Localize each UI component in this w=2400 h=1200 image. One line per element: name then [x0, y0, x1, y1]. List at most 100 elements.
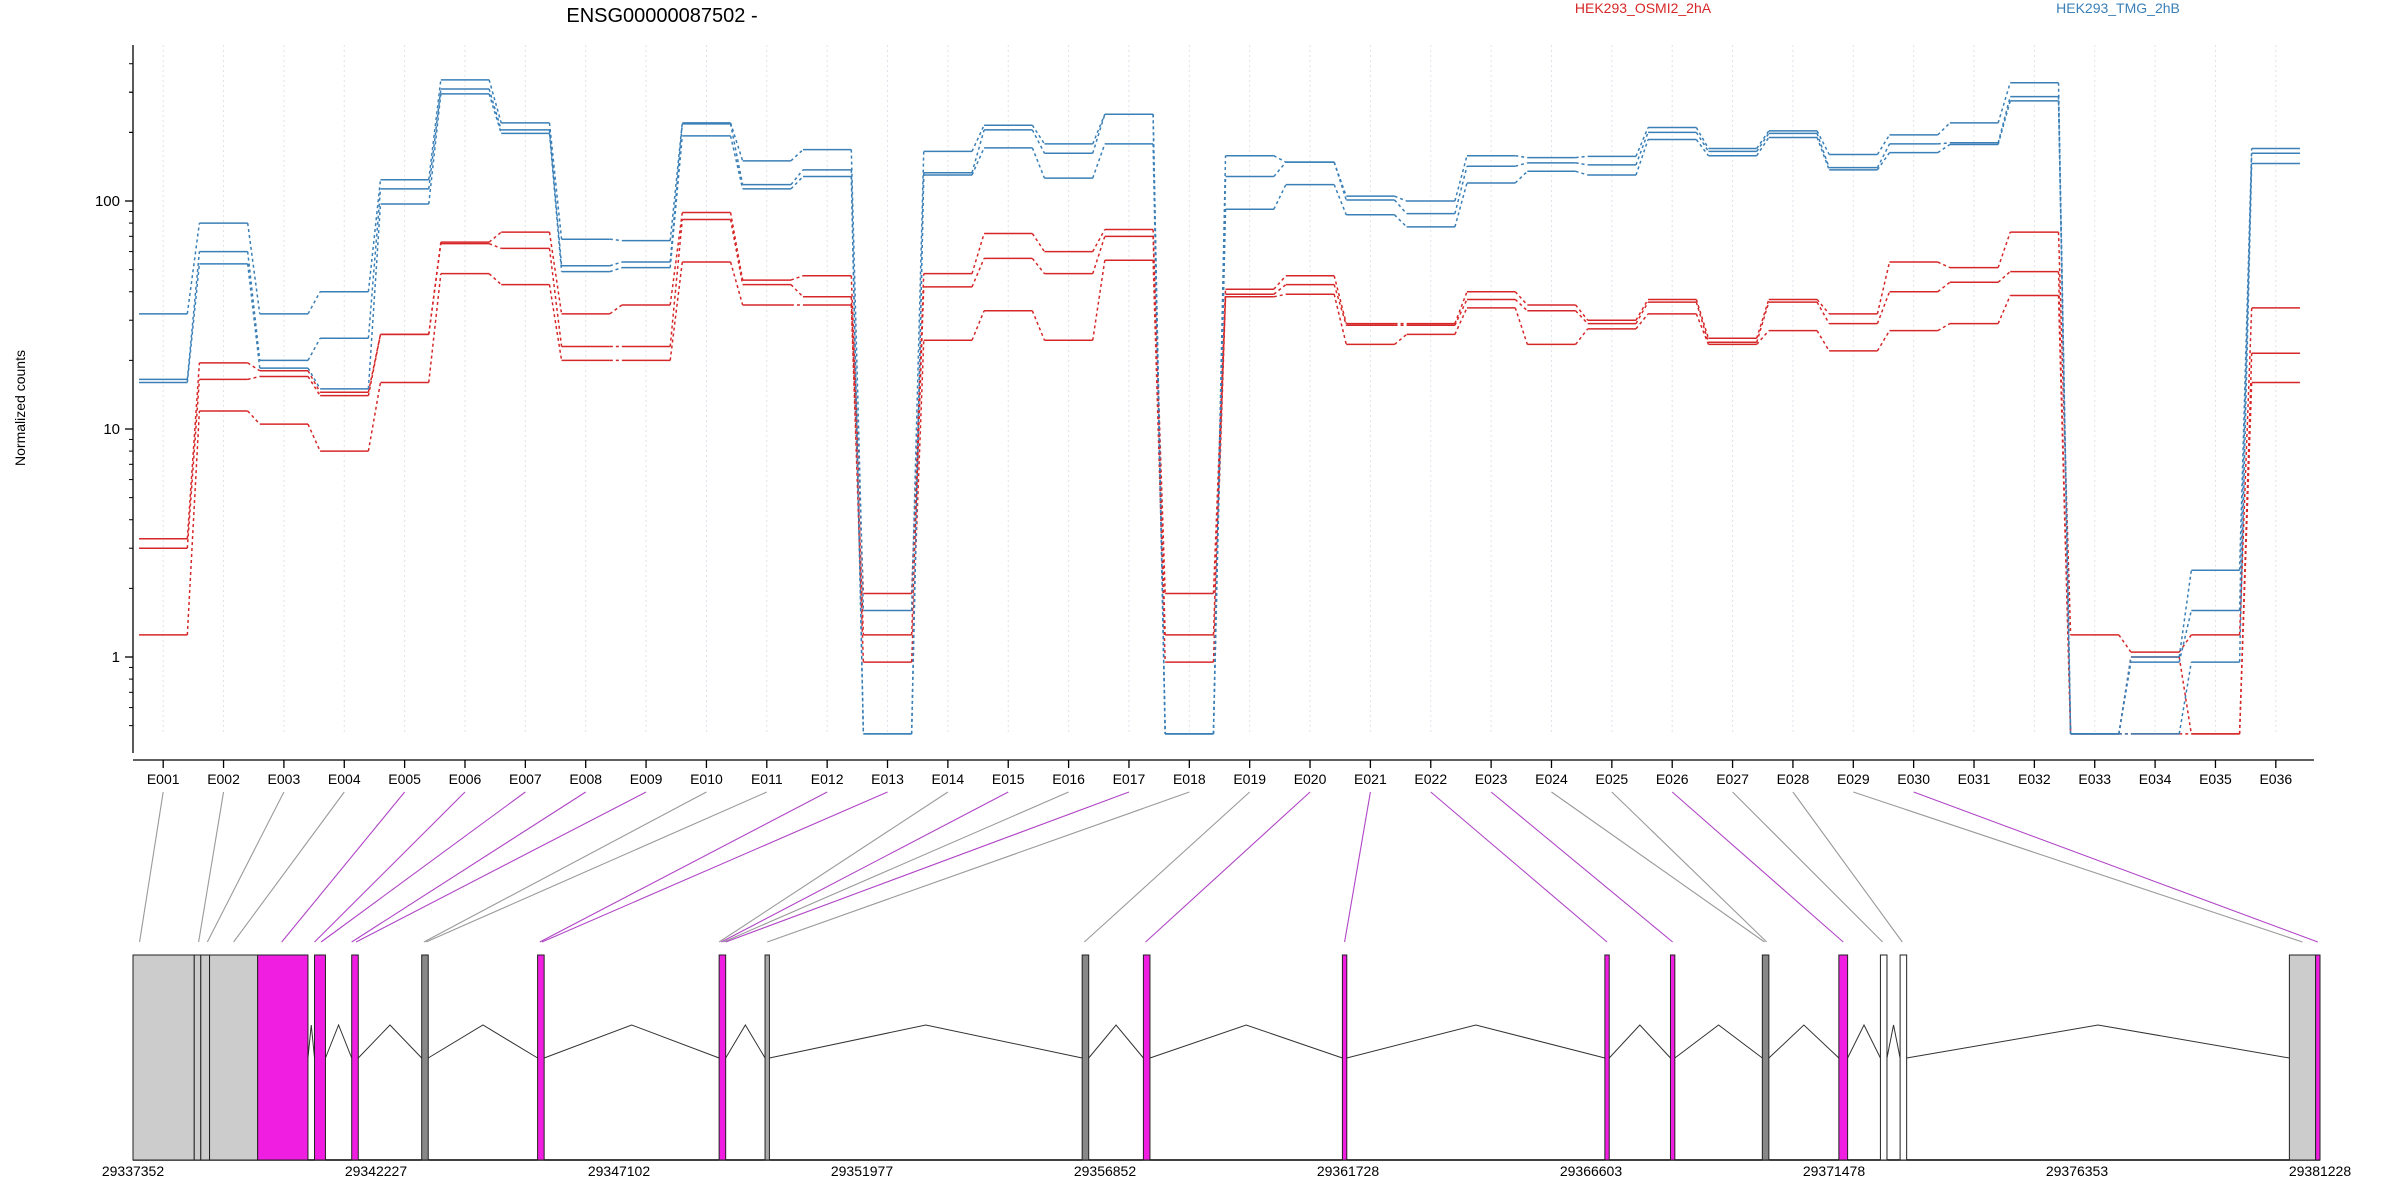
series-connector [609, 304, 623, 315]
x-tick-label-e008: E008 [569, 771, 602, 787]
series-connector [548, 122, 563, 240]
x-tick-label-e020: E020 [1294, 771, 1327, 787]
series-line-6 [139, 93, 2300, 735]
x-tick-label-e035: E035 [2199, 771, 2232, 787]
series-connector [790, 284, 804, 298]
series-connector [729, 135, 744, 190]
series-connector [1152, 143, 1166, 734]
coordinate-label: 29342227 [345, 1163, 408, 1179]
exon-box [421, 954, 429, 1161]
connector-e022 [1430, 791, 1608, 943]
series-connector [307, 367, 321, 390]
exon-box [1838, 954, 1849, 1161]
series-connector [1152, 260, 1166, 663]
series-connector [246, 251, 261, 361]
series-connector [367, 203, 382, 389]
series-connector [1333, 184, 1347, 216]
intron-line [1149, 1024, 1343, 1059]
series-connector [1635, 301, 1649, 324]
coordinate-label: 29376353 [2046, 1163, 2109, 1179]
series-connector [669, 261, 684, 361]
series-connector [1514, 170, 1528, 184]
series-connector [1092, 229, 1106, 252]
series-connector [1635, 139, 1649, 176]
intron-line [725, 1024, 766, 1059]
x-tick-label-e014: E014 [932, 771, 965, 787]
series-connector [1031, 124, 1046, 145]
intron-line [543, 1024, 720, 1059]
series-connector [1756, 137, 1770, 157]
exon-box [200, 954, 211, 1161]
x-tick-label-e010: E010 [690, 771, 723, 787]
series-connector [2118, 634, 2132, 653]
exon-box [1669, 954, 1676, 1161]
x-tick-label-e034: E034 [2139, 771, 2172, 787]
y-tick-label-100: 100 [95, 193, 120, 210]
connector-e025 [1611, 791, 1768, 943]
x-tick-label-e002: E002 [207, 771, 240, 787]
exon-box [718, 954, 727, 1161]
series-connector [1876, 330, 1891, 352]
series-connector [1997, 271, 2011, 283]
series-line-5 [139, 88, 2300, 735]
intron-line [1906, 1024, 2290, 1059]
series-connector [1635, 132, 1649, 166]
series-connector [367, 382, 382, 452]
series-connector [2178, 661, 2193, 735]
series-line-4 [139, 79, 2300, 735]
series-connector [1273, 293, 1287, 298]
exon-box [1081, 954, 1090, 1161]
series-connector [850, 149, 865, 611]
series-connector [1937, 122, 1951, 136]
series-connector [428, 79, 442, 180]
series-connector [1755, 299, 1770, 339]
connector-e009 [355, 791, 647, 943]
chart-title: ENSG00000087502 - [566, 5, 757, 27]
series-connector [1092, 260, 1106, 341]
series-connector [1937, 261, 1951, 269]
series-connector [910, 286, 925, 635]
series-connector [1454, 182, 1468, 228]
series-connector [367, 179, 382, 292]
exon-box [2315, 954, 2321, 1161]
series-connector [1514, 307, 1529, 345]
coordinate-label: 29361728 [1317, 1163, 1380, 1179]
series-connector [1394, 195, 1407, 202]
exon-box [1341, 954, 1348, 1161]
intron-line [769, 1024, 1083, 1059]
connector-e007 [320, 791, 526, 943]
series-connector [669, 135, 684, 268]
series-connector [367, 334, 382, 396]
coordinate-label: 29356852 [1074, 1163, 1137, 1179]
exon-box [257, 954, 309, 1161]
series-connector [2238, 153, 2253, 611]
series-connector [1333, 275, 1347, 324]
series-connector [609, 266, 623, 273]
series-connector [488, 242, 502, 250]
series-connector [488, 93, 502, 134]
connector-e003 [206, 791, 285, 943]
exon-box [1761, 954, 1770, 1161]
connector-e029 [1853, 791, 2303, 943]
axes: 1 10 100 E001 E002 E003 E004 E005 E006 E007 E008 E0… [95, 45, 2314, 787]
series-connector [1394, 214, 1408, 228]
exon-box [764, 954, 770, 1161]
connector-e012 [539, 791, 828, 943]
series-connector [1454, 299, 1468, 326]
series-connector [1997, 231, 2011, 268]
series-connector [2238, 382, 2253, 734]
y-axis-label: Normalized counts [12, 350, 28, 466]
series-connector [2057, 271, 2072, 734]
series-connector [488, 88, 502, 131]
legend-label-tmg: HEK293_TMG_2hB [2056, 0, 2180, 16]
series-connector [2238, 148, 2253, 571]
series-connector [186, 222, 201, 314]
series-connector [971, 233, 985, 274]
x-tick-label-e032: E032 [2018, 771, 2051, 787]
x-tick-label-e026: E026 [1656, 771, 1689, 787]
series-connector [1575, 310, 1589, 325]
series-connector [1997, 96, 2011, 143]
series-connector [1997, 82, 2011, 124]
series-connector [246, 263, 261, 369]
series-connector [971, 124, 985, 152]
